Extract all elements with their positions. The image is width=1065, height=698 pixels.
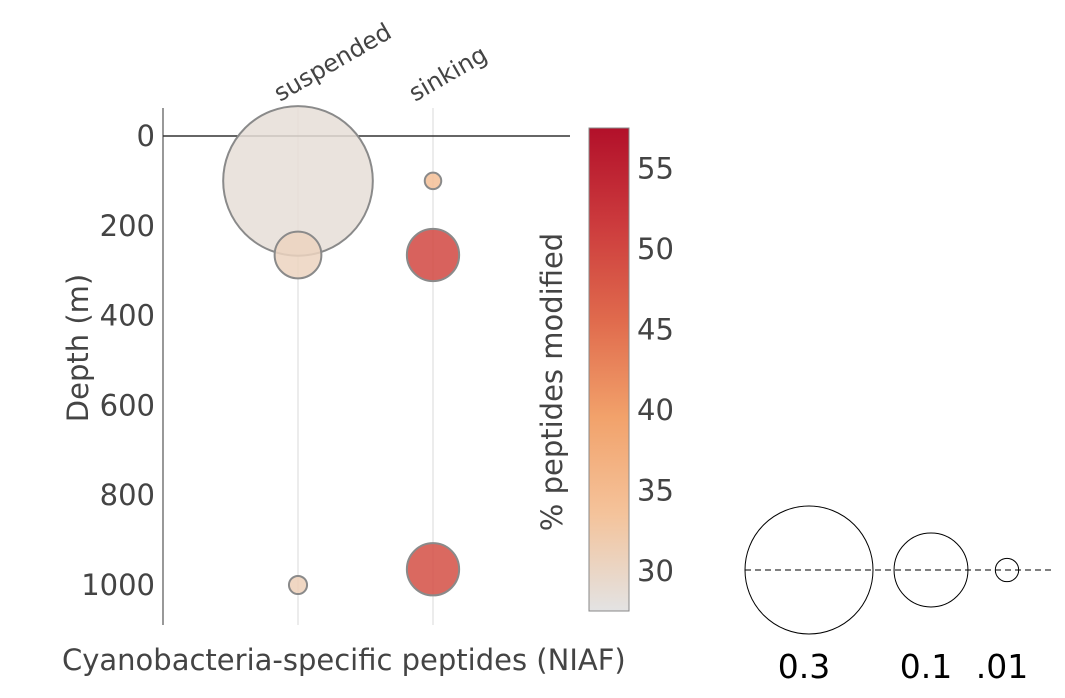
y-tick-label: 200 — [100, 209, 155, 243]
point-sinking — [405, 227, 461, 283]
colorbar-tick-label: 40 — [637, 393, 674, 427]
colorbar-tick-label: 30 — [637, 554, 674, 588]
point-suspended — [273, 230, 323, 280]
category-labels: suspended sinking — [269, 18, 492, 108]
size-legend-label: .01 — [976, 647, 1028, 686]
colorbar-title: % peptides modified — [535, 233, 569, 531]
y-tick-label: 400 — [100, 299, 155, 333]
category-label-sinking: sinking — [404, 40, 492, 107]
colorbar-tick-label: 55 — [637, 151, 674, 185]
size-legend-circle — [744, 505, 874, 635]
size-legend-label: 0.1 — [900, 647, 952, 686]
point-sinking — [423, 171, 443, 191]
point-sinking — [405, 542, 461, 597]
plot-area: 0 200 400 600 800 1000 suspended sinking — [81, 18, 570, 625]
y-tick-label: 600 — [100, 388, 155, 422]
colorbar-tick-label: 35 — [637, 473, 674, 507]
y-tick-label: 0 — [137, 119, 155, 153]
category-label-suspended: suspended — [269, 18, 396, 108]
colorbar: 30 35 40 45 50 55 % peptides modified — [535, 127, 674, 612]
colorbar-ticks: 30 35 40 45 50 55 — [637, 151, 674, 588]
size-legend-circle — [893, 532, 969, 608]
colorbar-tick-label: 45 — [637, 312, 674, 346]
size-legend: 0.3 0.1 .01 — [744, 505, 1055, 686]
colorbar-tick-label: 50 — [637, 232, 674, 266]
x-axis-title: Cyanobacteria-specific peptides (NIAF) — [62, 643, 626, 677]
y-axis-ticks: 0 200 400 600 800 1000 — [81, 119, 155, 602]
colorbar-gradient — [588, 127, 630, 612]
y-tick-label: 800 — [100, 478, 155, 512]
data-points — [222, 105, 461, 597]
size-legend-label: 0.3 — [778, 647, 830, 686]
y-tick-label: 1000 — [81, 568, 155, 602]
point-suspended — [287, 574, 309, 596]
y-axis-title: Depth (m) — [61, 274, 95, 422]
size-legend-circle — [994, 557, 1020, 583]
